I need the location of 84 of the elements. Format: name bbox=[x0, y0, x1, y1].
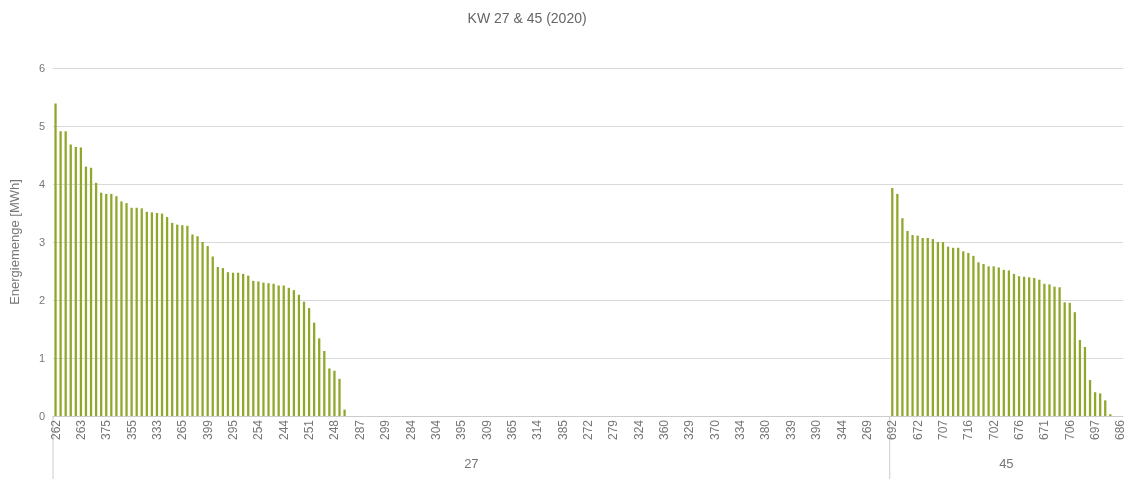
bar bbox=[916, 235, 919, 416]
y-tick-label: 6 bbox=[38, 62, 45, 74]
x-tick-label: 380 bbox=[758, 419, 773, 441]
x-tick-label: 299 bbox=[378, 419, 393, 441]
y-tick-label: 5 bbox=[38, 120, 45, 132]
bar bbox=[186, 225, 189, 416]
x-tick-label: 284 bbox=[403, 419, 418, 441]
x-tick-label: 385 bbox=[555, 419, 570, 441]
x-tick-label: 265 bbox=[175, 419, 190, 441]
bar bbox=[201, 242, 204, 416]
x-tick-label: 334 bbox=[733, 419, 748, 441]
x-tick-label: 263 bbox=[73, 419, 88, 441]
x-tick-label: 269 bbox=[859, 419, 874, 441]
bar bbox=[328, 368, 331, 416]
bar bbox=[59, 131, 62, 416]
x-tick-label: 706 bbox=[1062, 419, 1077, 441]
x-tick-label: 324 bbox=[631, 419, 646, 441]
x-tick-label: 251 bbox=[302, 419, 317, 441]
x-tick-label: 672 bbox=[910, 419, 925, 441]
y-tick-label: 3 bbox=[38, 236, 45, 248]
x-tick-label: 272 bbox=[581, 419, 595, 441]
x-tick-label: 697 bbox=[1088, 419, 1103, 441]
x-tick-label: 395 bbox=[454, 419, 469, 441]
y-tick-label: 4 bbox=[38, 178, 45, 190]
x-tick-label: 360 bbox=[657, 419, 672, 441]
bar bbox=[333, 370, 336, 416]
x-tick-label: 244 bbox=[276, 419, 291, 441]
bar bbox=[338, 378, 341, 416]
bar bbox=[120, 201, 123, 416]
x-tick-label: 329 bbox=[682, 419, 697, 441]
bar bbox=[343, 409, 346, 416]
bar bbox=[272, 283, 275, 416]
x-tick-label: 692 bbox=[885, 419, 900, 441]
x-tick-label: 248 bbox=[327, 419, 342, 441]
bar bbox=[130, 207, 133, 416]
text: 45 bbox=[999, 455, 1014, 471]
x-tick-label: 686 bbox=[1113, 419, 1128, 441]
bar bbox=[125, 203, 128, 416]
bar bbox=[267, 283, 270, 416]
text: 27 bbox=[464, 455, 479, 471]
bar bbox=[987, 266, 990, 416]
bar bbox=[54, 103, 57, 416]
y-tick-label: 1 bbox=[38, 352, 45, 364]
x-tick-label: 339 bbox=[783, 419, 798, 441]
x-tick-label: 370 bbox=[707, 419, 722, 441]
bar bbox=[972, 255, 975, 416]
bar bbox=[262, 282, 265, 416]
y-tick-label: 0 bbox=[38, 410, 45, 422]
bar bbox=[1043, 283, 1046, 416]
x-tick-label: 390 bbox=[809, 419, 824, 441]
x-tick-label: 355 bbox=[124, 419, 139, 441]
bar bbox=[977, 262, 980, 416]
x-tick-label: 295 bbox=[226, 419, 241, 441]
x-tick-label: 262 bbox=[48, 419, 63, 441]
x-tick-label: 399 bbox=[200, 419, 215, 441]
x-tick-label: 287 bbox=[352, 419, 367, 441]
x-tick-label: 671 bbox=[1037, 419, 1052, 441]
bar bbox=[1058, 287, 1061, 416]
bar bbox=[196, 236, 199, 416]
x-tick-label: 707 bbox=[935, 419, 950, 441]
bar bbox=[257, 281, 260, 416]
x-tick-label: 702 bbox=[986, 419, 1001, 441]
bar bbox=[1048, 284, 1051, 416]
bar bbox=[191, 234, 194, 416]
x-tick-label: 333 bbox=[149, 419, 164, 441]
bar bbox=[115, 196, 118, 416]
bar bbox=[901, 218, 904, 416]
y-tick-label: 2 bbox=[38, 294, 45, 306]
x-tick-label: 304 bbox=[428, 419, 443, 441]
x-tick-label: 279 bbox=[606, 419, 621, 441]
x-tick-label: 375 bbox=[99, 419, 114, 441]
y-axis-title: Energiemenge [MWh] bbox=[7, 179, 22, 305]
x-tick-label: 314 bbox=[530, 419, 545, 441]
bar bbox=[1053, 286, 1056, 416]
x-tick-label: 344 bbox=[834, 419, 849, 441]
bar bbox=[906, 230, 909, 416]
bar bbox=[911, 235, 914, 416]
x-tick-label: 254 bbox=[251, 419, 266, 441]
x-tick-label: 309 bbox=[479, 419, 494, 441]
chart-title: KW 27 & 45 (2020) bbox=[467, 10, 587, 26]
x-tick-label: 716 bbox=[961, 419, 976, 441]
bar bbox=[982, 264, 985, 416]
x-tick-label: 365 bbox=[504, 419, 519, 441]
x-tick-label: 676 bbox=[1012, 419, 1027, 441]
